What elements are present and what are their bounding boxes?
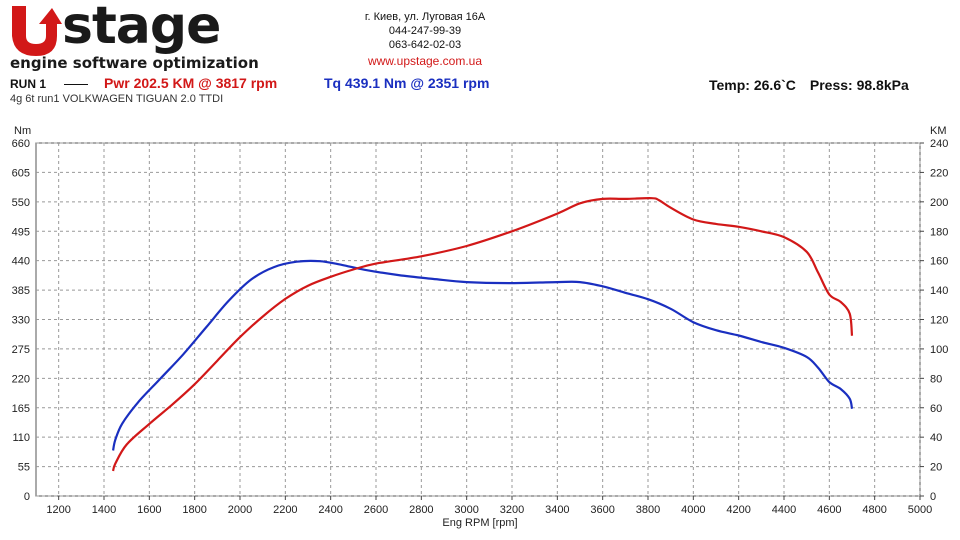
logo-u-arrow-icon	[12, 6, 62, 56]
right-tick-label: 80	[930, 373, 942, 385]
right-tick-label: 60	[930, 403, 942, 415]
left-tick-label: 495	[12, 226, 30, 238]
right-axis-ticks: 0 20 40 60 80 100 120 140 160 180 200 220 240	[920, 138, 948, 503]
x-tick-label: 2000	[228, 504, 252, 516]
x-tick-label: 3400	[545, 504, 569, 516]
temperature-readout: Temp: 26.6`C	[709, 77, 796, 93]
run-legend-line	[64, 84, 88, 85]
right-tick-label: 120	[930, 315, 948, 327]
upstage-logo: stage engine software optimization	[4, 0, 304, 72]
power-summary: Pwr 202.5 KM @ 3817 rpm	[104, 75, 278, 91]
x-tick-label: 2400	[318, 504, 342, 516]
torque-curve	[112, 259, 854, 451]
logo-tagline: engine software optimization	[10, 54, 259, 72]
left-tick-label: 0	[24, 491, 30, 503]
right-tick-label: 40	[930, 432, 942, 444]
x-tick-label: 2600	[364, 504, 388, 516]
right-tick-label: 180	[930, 226, 948, 238]
phone-2: 063-642-02-03	[388, 39, 462, 51]
x-tick-label: 4800	[862, 504, 886, 516]
left-tick-label: 330	[12, 315, 30, 327]
chart-series	[112, 197, 854, 472]
torque-summary: Tq 439.1 Nm @ 2351 rpm	[324, 75, 490, 91]
right-tick-label: 160	[930, 256, 948, 268]
x-tick-label: 4200	[726, 504, 750, 516]
phone-1: 044-247-99-39	[388, 25, 462, 37]
left-tick-label: 55	[18, 462, 30, 474]
right-tick-label: 20	[930, 462, 942, 474]
pressure-readout: Press: 98.8kPa	[809, 77, 909, 93]
right-tick-label: 240	[930, 138, 948, 150]
x-tick-label: 2800	[409, 504, 433, 516]
x-tick-label: 3000	[454, 504, 478, 516]
run-subtitle: 4g 6t run1 VOLKWAGEN TIGUAN 2.0 TTDI	[10, 93, 224, 105]
environment-readout: Temp: 26.6`C Press: 98.8kPa	[709, 77, 923, 93]
x-tick-label: 1600	[137, 504, 161, 516]
website-link[interactable]: www.upstage.com.ua	[367, 54, 483, 68]
right-axis-unit: KM	[930, 125, 947, 137]
left-tick-label: 220	[12, 373, 30, 385]
x-tick-label: 4000	[681, 504, 705, 516]
left-tick-label: 385	[12, 285, 30, 297]
left-tick-label: 110	[12, 432, 30, 444]
left-tick-label: 660	[12, 138, 30, 150]
run-label: RUN 1	[10, 77, 47, 91]
right-tick-label: 0	[930, 491, 936, 503]
chart-grid	[36, 142, 921, 497]
x-tick-label: 5000	[908, 504, 932, 516]
right-tick-label: 220	[930, 167, 948, 179]
left-tick-label: 165	[12, 403, 30, 415]
left-tick-label: 605	[12, 167, 30, 179]
left-axis-ticks: 0 55 110 165 220 275 330 385 440 495 550 605 660	[12, 138, 30, 503]
x-tick-label: 2200	[273, 504, 297, 516]
right-tick-label: 140	[930, 285, 948, 297]
logo-wordmark: stage	[62, 0, 221, 56]
address: г. Киев, ул. Луговая 16А	[364, 11, 486, 23]
x-tick-label: 4600	[817, 504, 841, 516]
x-axis-ticks: 1200 1400 1600 1800 2000 2200 2400 2600 2800 3000…	[46, 496, 932, 516]
x-tick-label: 3200	[500, 504, 524, 516]
right-tick-label: 200	[930, 197, 948, 209]
x-tick-label: 4400	[772, 504, 796, 516]
contact-block: г. Киев, ул. Луговая 16А 044-247-99-39 0…	[330, 10, 520, 68]
left-tick-label: 550	[12, 197, 30, 209]
x-tick-label: 1800	[182, 504, 206, 516]
power-curve	[112, 197, 854, 472]
x-tick-label: 1400	[92, 504, 116, 516]
left-tick-label: 275	[12, 344, 30, 356]
x-tick-label: 1200	[46, 504, 70, 516]
left-tick-label: 440	[12, 256, 30, 268]
left-axis-unit: Nm	[14, 125, 31, 137]
x-tick-label: 3600	[590, 504, 614, 516]
right-tick-label: 100	[930, 344, 948, 356]
x-axis-label: Eng RPM [rpm]	[442, 517, 517, 529]
x-tick-label: 3800	[636, 504, 660, 516]
